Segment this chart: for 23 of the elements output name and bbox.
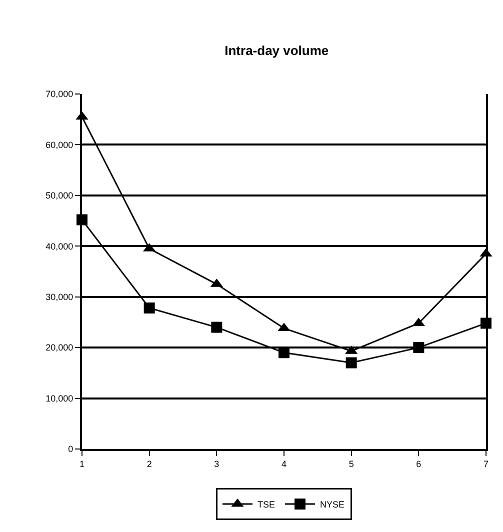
y-tick-label: 30,000 [46,292,74,302]
point [278,347,290,358]
point [413,342,424,354]
x-tick-label: 5 [348,458,354,469]
legend-label: NYSE [320,500,345,510]
x-tick-label: 7 [483,458,489,469]
y-tick-label: 40,000 [46,241,74,252]
x-tick-label: 1 [79,458,85,469]
x-tick-label: 3 [214,458,220,469]
point [211,322,222,333]
y-tick-label: 60,000 [46,140,74,150]
y-tick-label: 0 [68,444,74,454]
x-tick-label: 6 [416,458,422,469]
y-tick-label: 70,000 [46,89,74,100]
point [346,357,357,368]
y-tick-label: 10,000 [46,393,74,404]
chart-title: Intra-day volume [224,43,329,58]
x-tick-label: 4 [281,458,287,469]
legend-label: TSE [258,500,276,510]
point [144,302,155,314]
x-tick-label: 2 [146,458,152,469]
y-tick-label: 20,000 [46,342,74,353]
y-tick-label: 50,000 [46,190,74,201]
